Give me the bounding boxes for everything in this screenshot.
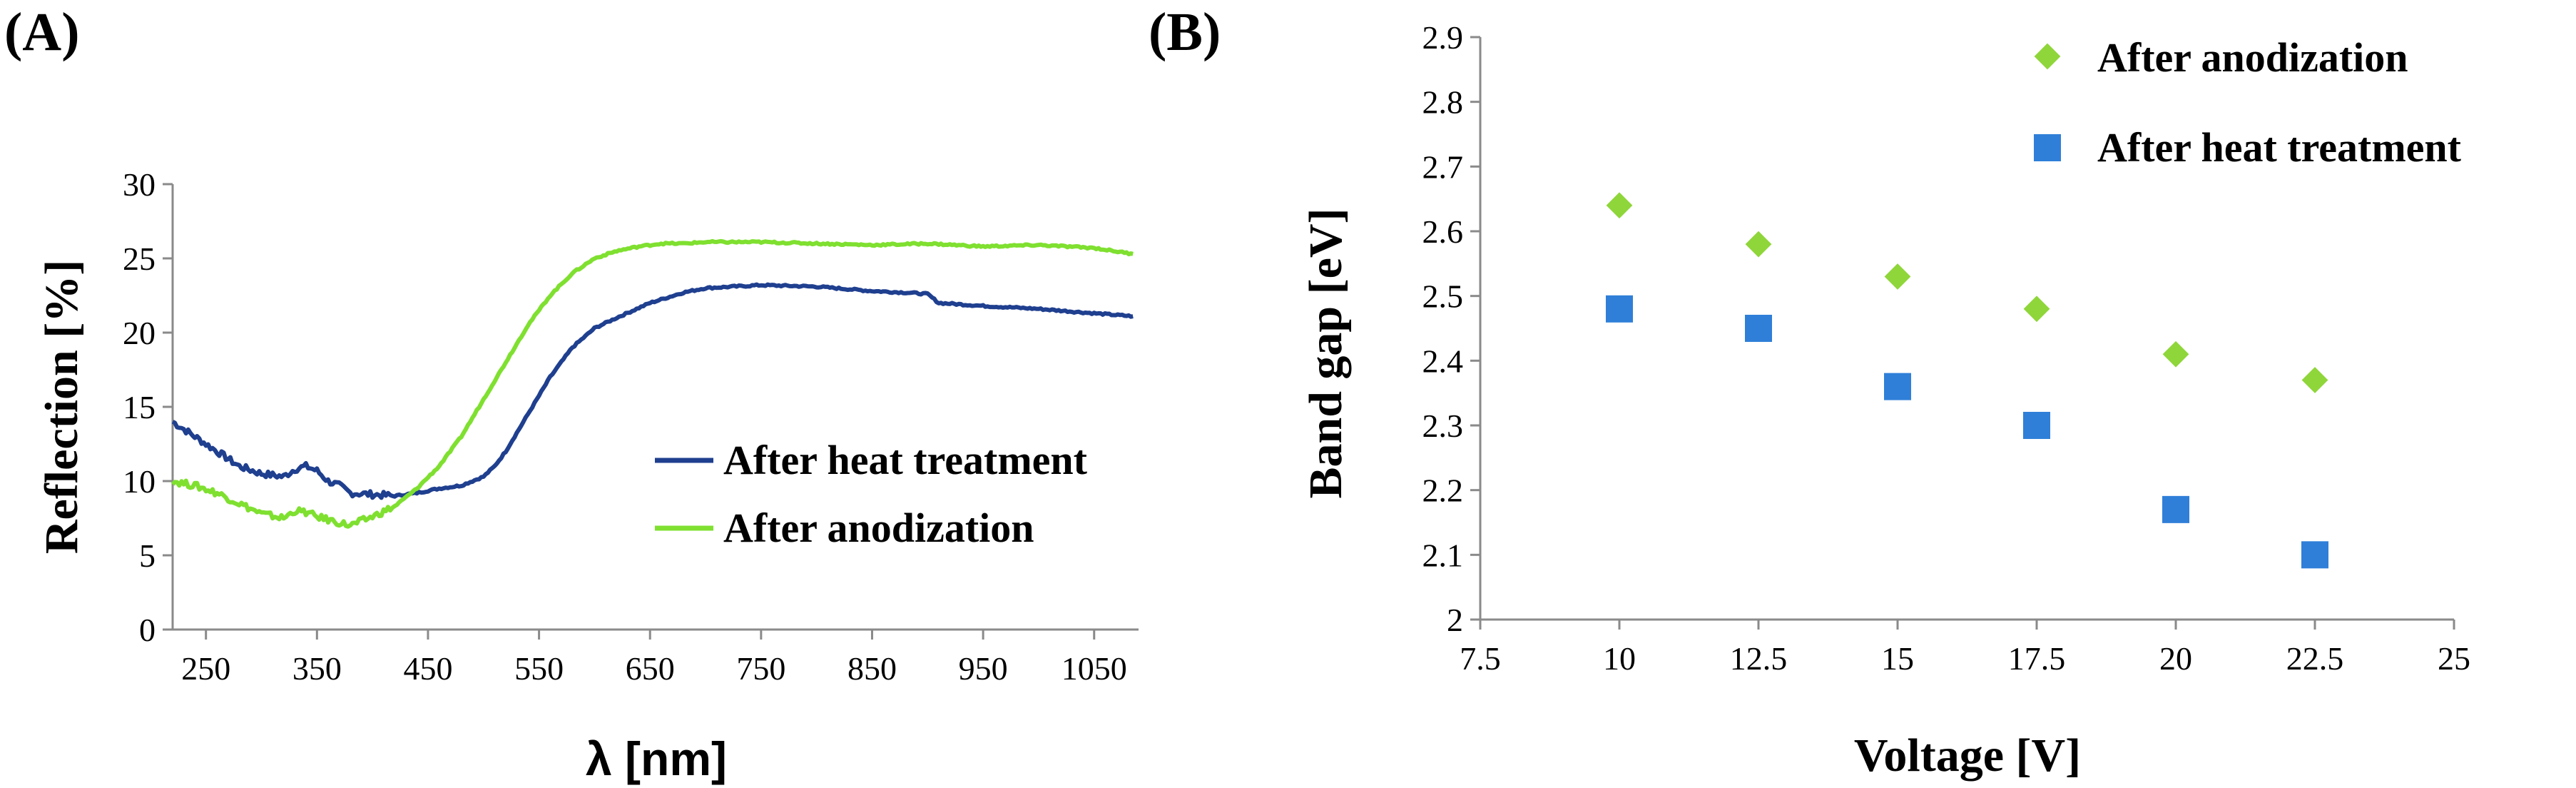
panel-b-x-tick-label: 7.5 xyxy=(1460,640,1501,677)
panel-b-y-ticks: 2 2.1 2.2 2.3 2.4 2.5 2.6 2.7 2.8 2.9 xyxy=(1422,19,1480,638)
point-after-anodization xyxy=(1745,231,1772,258)
panel-a-y-tick-label: 15 xyxy=(123,389,156,425)
point-after-anodization xyxy=(2301,367,2328,393)
panel-a-x-tick-label: 1050 xyxy=(1062,650,1127,687)
panel-b-y-tick-label: 2.2 xyxy=(1422,473,1464,509)
panel-a-y-tick-label: 0 xyxy=(139,612,156,648)
panel-b-legend: After anodization After heat treatment xyxy=(2034,34,2462,171)
panel-b-legend-label-heat: After heat treatment xyxy=(2097,124,2462,171)
panel-a-legend-label-anod: After anodization xyxy=(723,505,1034,551)
panel-b-x-ticks: 7.5 10 12.5 15 17.5 20 22.5 25 xyxy=(1460,620,2470,677)
panel-a-y-tick-label: 10 xyxy=(123,463,156,500)
panel-a-x-tick-label: 650 xyxy=(626,650,675,687)
panel-b-y-tick-label: 2.1 xyxy=(1422,537,1464,573)
panel-b-y-tick-label: 2.3 xyxy=(1422,408,1464,444)
point-after-heat-treatment xyxy=(2301,541,2328,569)
panel-b-y-tick-label: 2 xyxy=(1447,602,1463,638)
panel-b-x-tick-label: 15 xyxy=(1881,640,1914,677)
panel-b-legend-marker-heat xyxy=(2034,134,2061,161)
panel-b-x-axis-title: Voltage [V] xyxy=(1854,729,2081,782)
point-after-anodization xyxy=(1606,192,1633,219)
panel-b-y-tick-label: 2.5 xyxy=(1422,278,1464,315)
panel-a-x-tick-label: 550 xyxy=(514,650,564,687)
panel-b-y-tick-label: 2.4 xyxy=(1422,343,1464,379)
point-after-heat-treatment xyxy=(2023,412,2050,439)
panel-a-x-ticks: 250 350 450 550 650 750 850 950 1050 xyxy=(181,630,1127,687)
point-after-heat-treatment xyxy=(1606,295,1633,323)
panel-b-label: (B) xyxy=(1149,2,1221,62)
panel-a-legend: After heat treatment After anodization xyxy=(655,437,1088,551)
panel-b-bandgap-chart: (B) 2 2.1 2.2 2.3 2.4 2.5 2.6 2.7 2.8 2.9 7.5 10 12… xyxy=(1149,2,2470,782)
panel-b-legend-label-anod: After anodization xyxy=(2097,34,2408,81)
point-after-heat-treatment xyxy=(1745,315,1772,342)
panel-a-y-tick-label: 30 xyxy=(123,166,156,203)
panel-a-legend-label-heat: After heat treatment xyxy=(723,437,1088,483)
panel-b-y-tick-label: 2.8 xyxy=(1422,84,1464,121)
point-after-anodization xyxy=(2023,296,2050,323)
panel-a-label: (A) xyxy=(4,2,80,62)
panel-b-x-tick-label: 17.5 xyxy=(2008,640,2066,677)
panel-a-x-tick-label: 250 xyxy=(181,650,230,687)
panel-b-series xyxy=(1606,192,2328,569)
panel-b-y-tick-label: 2.6 xyxy=(1422,213,1464,250)
panel-b-x-tick-label: 10 xyxy=(1603,640,1636,677)
panel-b-x-tick-label: 25 xyxy=(2438,640,2470,677)
panel-b-x-tick-label: 12.5 xyxy=(1730,640,1788,677)
panel-a-x-tick-label: 950 xyxy=(959,650,1008,687)
point-after-anodization xyxy=(2162,340,2189,368)
panel-b-y-tick-label: 2.7 xyxy=(1422,148,1464,185)
panel-a-y-tick-label: 20 xyxy=(123,315,156,351)
point-after-heat-treatment xyxy=(1884,373,1911,400)
panel-a-x-tick-label: 350 xyxy=(292,650,342,687)
series-line-after-anodization xyxy=(170,238,1134,529)
panel-a-x-tick-label: 850 xyxy=(847,650,897,687)
panel-b-x-tick-label: 20 xyxy=(2159,640,2192,677)
panel-a-y-tick-label: 5 xyxy=(139,537,156,574)
point-after-heat-treatment xyxy=(2162,495,2189,523)
panel-b-y-axis-title: Band gap [eV] xyxy=(1300,208,1352,498)
panel-a-y-tick-label: 25 xyxy=(123,241,156,277)
panel-a-reflection-chart: (A) 0 5 10 15 20 25 30 250 350 450 550 650 750 850 95… xyxy=(4,2,1139,785)
series-line-after-heat-treatment xyxy=(171,282,1134,500)
panel-a-x-tick-label: 450 xyxy=(403,650,452,687)
panel-b-x-tick-label: 22.5 xyxy=(2286,640,2344,677)
panel-a-x-tick-label: 750 xyxy=(736,650,785,687)
panel-b-legend-marker-anod xyxy=(2034,43,2061,70)
panel-a-series xyxy=(170,238,1134,529)
panel-b-y-tick-label: 2.9 xyxy=(1422,19,1464,56)
panel-a-y-axis-title: Reflection [%] xyxy=(36,260,88,554)
panel-a-y-ticks: 0 5 10 15 20 25 30 xyxy=(123,166,173,648)
panel-a-x-axis-title: λ [nm] xyxy=(586,732,727,785)
point-after-anodization xyxy=(1884,263,1911,290)
